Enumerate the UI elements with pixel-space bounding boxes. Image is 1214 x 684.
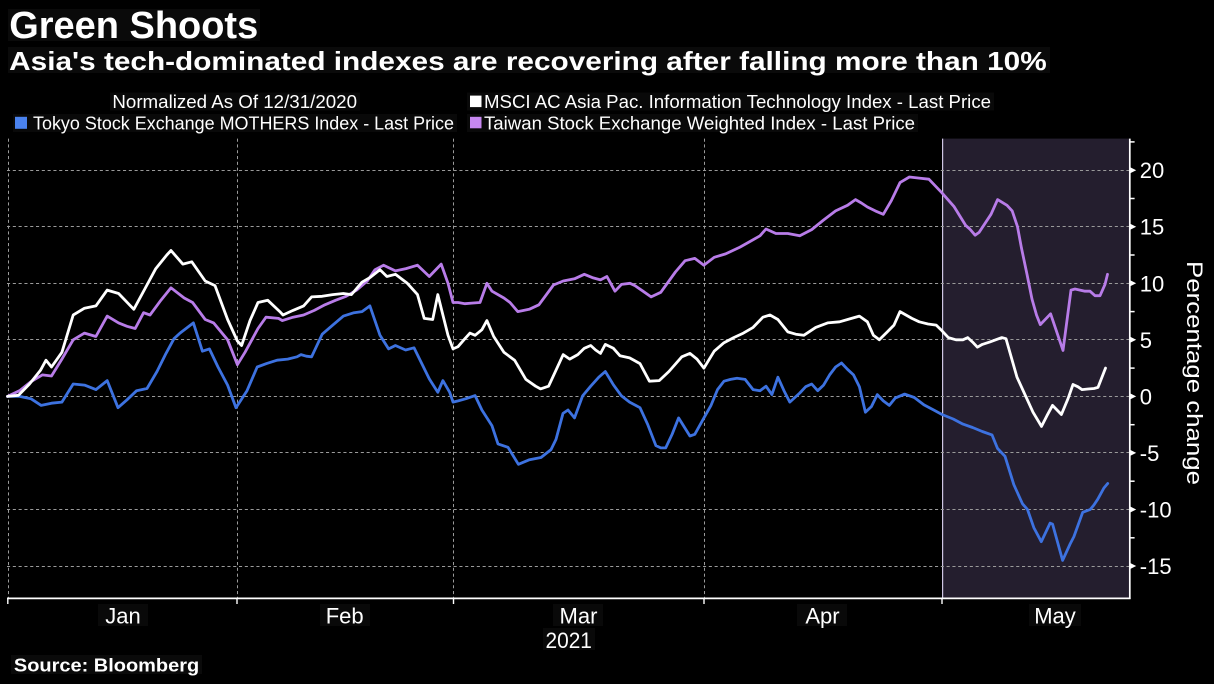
svg-text:20: 20 — [1140, 158, 1164, 183]
svg-text:5: 5 — [1140, 328, 1152, 353]
svg-text:Taiwan Stock Exchange Weighted: Taiwan Stock Exchange Weighted Index - L… — [484, 112, 915, 133]
svg-text:-10: -10 — [1140, 498, 1172, 523]
svg-text:Green Shoots: Green Shoots — [9, 5, 258, 47]
svg-text:Feb: Feb — [326, 604, 364, 629]
svg-text:Asia's tech-dominated indexes: Asia's tech-dominated indexes are recove… — [9, 46, 1047, 76]
svg-text:Normalized As Of 12/31/2020: Normalized As Of 12/31/2020 — [112, 91, 357, 112]
svg-text:Source: Bloomberg: Source: Bloomberg — [14, 656, 199, 676]
svg-text:Apr: Apr — [805, 604, 839, 629]
svg-text:15: 15 — [1140, 215, 1164, 240]
svg-text:-5: -5 — [1140, 441, 1160, 466]
svg-text:MSCI AC Asia Pac. Information: MSCI AC Asia Pac. Information Technology… — [484, 91, 991, 112]
svg-text:Percentage change: Percentage change — [1182, 261, 1207, 485]
svg-text:0: 0 — [1140, 384, 1152, 409]
svg-text:May: May — [1034, 604, 1076, 629]
svg-text:-15: -15 — [1140, 554, 1172, 579]
svg-text:Jan: Jan — [105, 604, 140, 629]
svg-text:2021: 2021 — [546, 628, 592, 653]
svg-text:Mar: Mar — [560, 604, 598, 629]
svg-text:Tokyo Stock Exchange MOTHERS I: Tokyo Stock Exchange MOTHERS Index - Las… — [33, 112, 454, 133]
svg-text:10: 10 — [1140, 271, 1164, 296]
